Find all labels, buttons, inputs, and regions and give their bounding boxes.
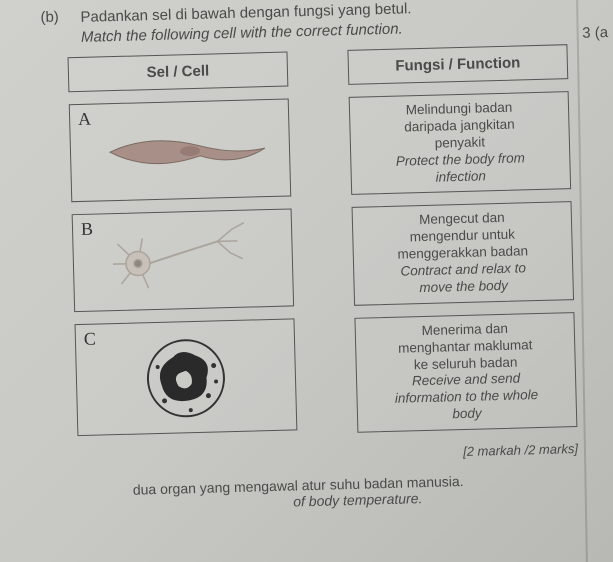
side-margin-mark: 3 (a <box>582 24 608 42</box>
header-cell: Sel / Cell <box>68 51 289 92</box>
f3-en3: body <box>452 406 482 422</box>
header-function-text: Fungsi / Function <box>395 54 520 74</box>
f1-en2: infection <box>435 168 486 184</box>
function-box-3: Menerima dan menghantar maklumat ke selu… <box>354 312 577 433</box>
f2-ms2: mengendur untuk <box>410 227 515 245</box>
muscle-cell-icon <box>89 100 271 195</box>
question-text: Padankan sel di bawah dengan fungsi yang… <box>80 0 412 47</box>
f2-en1: Contract and relax to <box>400 260 526 278</box>
cell-c-box: C <box>75 318 298 436</box>
cell-a-letter: A <box>78 109 92 130</box>
f3-en1: Receive and send <box>412 371 520 389</box>
neuron-cell-icon <box>82 210 284 305</box>
cell-b-letter: B <box>81 219 94 240</box>
bottom-partial-text: dua organ yang mengawal atur suhu badan … <box>133 469 607 513</box>
header-cell-text: Sel / Cell <box>146 63 209 82</box>
f3-ms2: menghantar maklumat <box>398 337 533 356</box>
f3-ms3: ke seluruh badan <box>414 354 518 372</box>
f1-ms3: penyakit <box>435 134 486 150</box>
f3-ms1: Menerima dan <box>421 321 508 338</box>
header-function: Fungsi / Function <box>347 44 568 85</box>
function-column: Fungsi / Function Melindungi badan darip… <box>347 44 578 462</box>
f2-ms1: Mengecut dan <box>419 210 505 227</box>
marks-text: [2 markah /2 marks] <box>358 441 578 462</box>
f1-ms1: Melindungi badan <box>406 100 513 118</box>
white-blood-cell-icon <box>85 320 288 430</box>
f3-en2: information to the whole <box>395 387 539 406</box>
cell-c-letter: C <box>84 329 97 350</box>
bottom-l2: of body temperature. <box>293 490 423 509</box>
function-box-1: Melindungi badan daripada jangkitan peny… <box>349 91 571 195</box>
cell-b-box: B <box>72 208 294 312</box>
cell-column: Sel / Cell A B <box>68 51 299 469</box>
f1-en1: Protect the body from <box>396 150 525 168</box>
question-label: (b) <box>40 8 66 26</box>
cell-a-box: A <box>69 98 291 202</box>
f2-ms3: menggerakkan badan <box>397 243 528 261</box>
f2-en2: move the body <box>419 278 508 295</box>
f1-ms2: daripada jangkitan <box>404 116 515 134</box>
function-box-2: Mengecut dan mengendur untuk menggerakka… <box>352 201 574 305</box>
